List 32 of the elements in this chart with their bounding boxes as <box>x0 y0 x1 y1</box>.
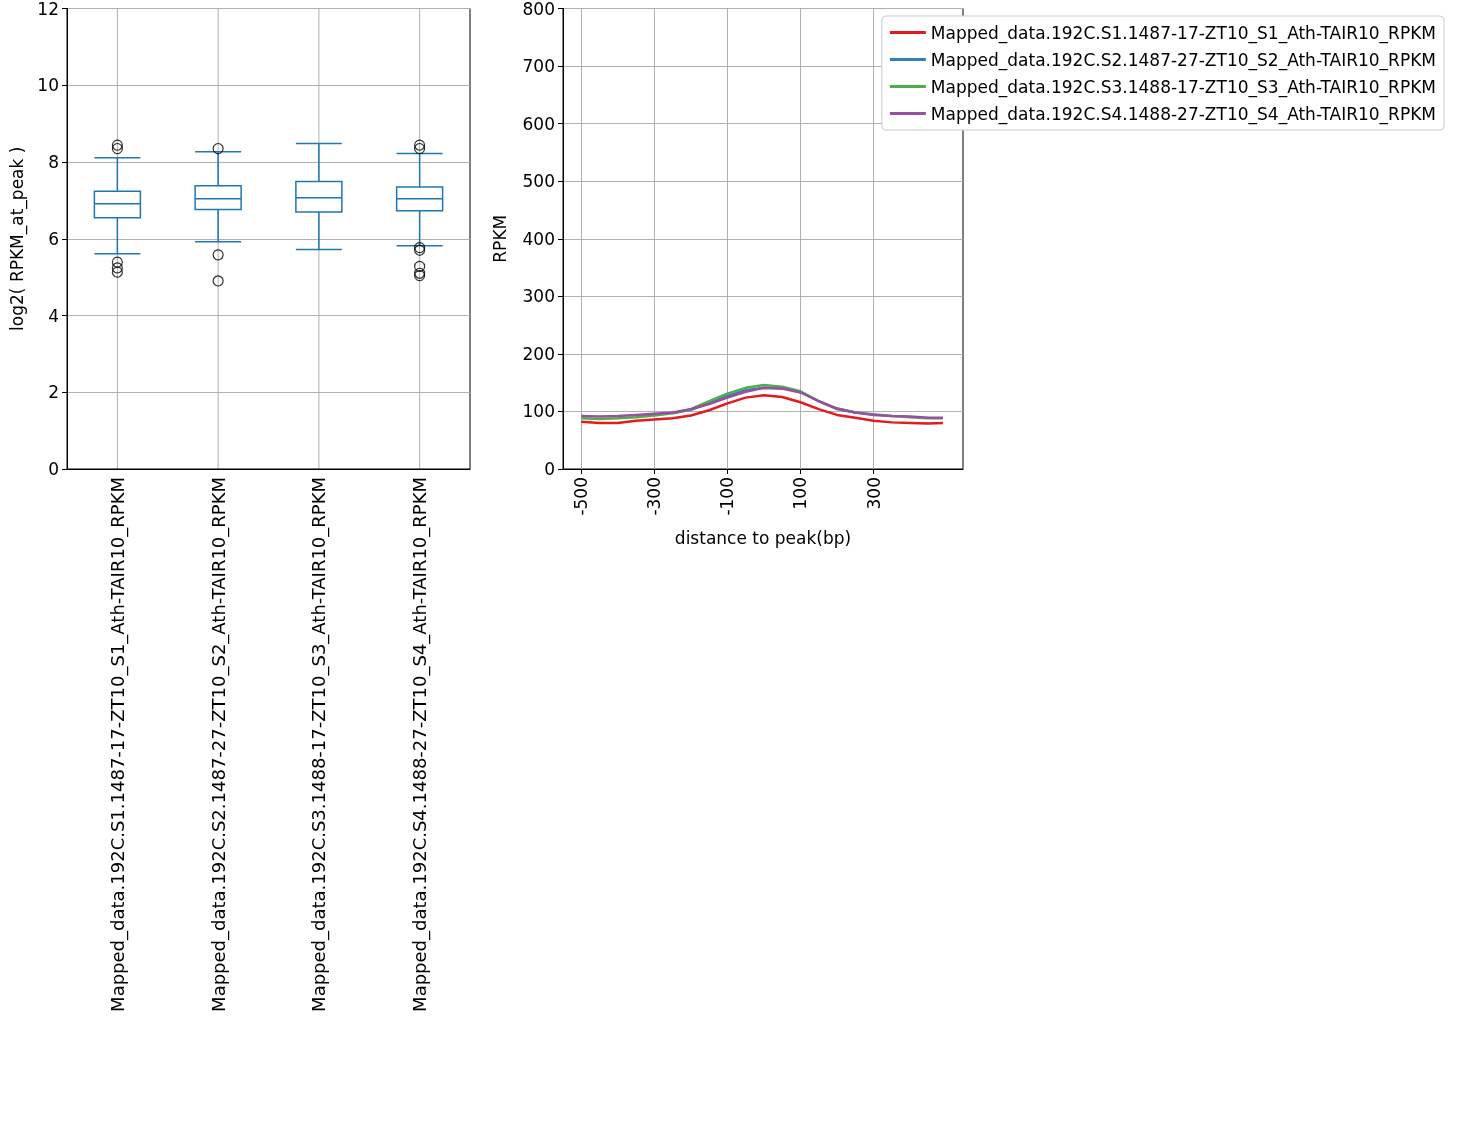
x-tick-label: Mapped_data.192C.S2.1487-27-ZT10_S2_Ath-TAIR10_RPKM <box>207 477 230 1012</box>
y-tick-label: 8 <box>48 152 59 172</box>
x-tick-label: 100 <box>790 477 811 510</box>
y-axis-title: log2( RPKM_at_peak ) <box>6 146 28 331</box>
x-tick-label: -300 <box>644 477 665 516</box>
x-tick-label: 300 <box>863 477 884 510</box>
x-tick-label: Mapped_data.192C.S3.1488-17-ZT10_S3_Ath-TAIR10_RPKM <box>308 477 331 1012</box>
y-tick-label: 300 <box>522 286 555 307</box>
y-tick-label: 700 <box>522 56 555 77</box>
legend-label: Mapped_data.192C.S4.1488-27-ZT10_S4_Ath-TAIR10_RPKM <box>930 103 1436 125</box>
y-tick-label: 600 <box>522 113 555 134</box>
x-axis-title: distance to peak(bp) <box>674 527 852 548</box>
y-tick-label: 2 <box>48 382 59 403</box>
y-axis-title: RPKM <box>489 214 510 263</box>
y-tick-label: 0 <box>544 459 555 479</box>
legend-label: Mapped_data.192C.S1.1487-17-ZT10_S1_Ath-TAIR10_RPKM <box>930 22 1436 44</box>
y-tick-label: 10 <box>37 75 59 96</box>
y-tick-label: 6 <box>48 228 59 249</box>
x-tick-label: -500 <box>571 477 592 516</box>
x-tick-label: -100 <box>717 477 738 516</box>
x-tick-label: Mapped_data.192C.S4.1488-27-ZT10_S4_Ath-TAIR10_RPKM <box>409 477 432 1012</box>
legend-label: Mapped_data.192C.S2.1487-27-ZT10_S2_Ath-TAIR10_RPKM <box>930 49 1436 71</box>
y-tick-label: 800 <box>522 0 555 19</box>
y-tick-label: 12 <box>37 0 59 19</box>
y-tick-label: 400 <box>522 228 555 249</box>
x-tick-label: Mapped_data.192C.S1.1487-17-ZT10_S1_Ath-TAIR10_RPKM <box>106 477 129 1012</box>
legend-label: Mapped_data.192C.S3.1488-17-ZT10_S3_Ath-TAIR10_RPKM <box>930 76 1436 98</box>
y-tick-label: 4 <box>48 305 59 326</box>
y-tick-label: 500 <box>522 171 555 192</box>
y-tick-label: 100 <box>522 401 555 422</box>
y-tick-label: 200 <box>522 343 555 364</box>
y-tick-label: 0 <box>48 459 59 479</box>
